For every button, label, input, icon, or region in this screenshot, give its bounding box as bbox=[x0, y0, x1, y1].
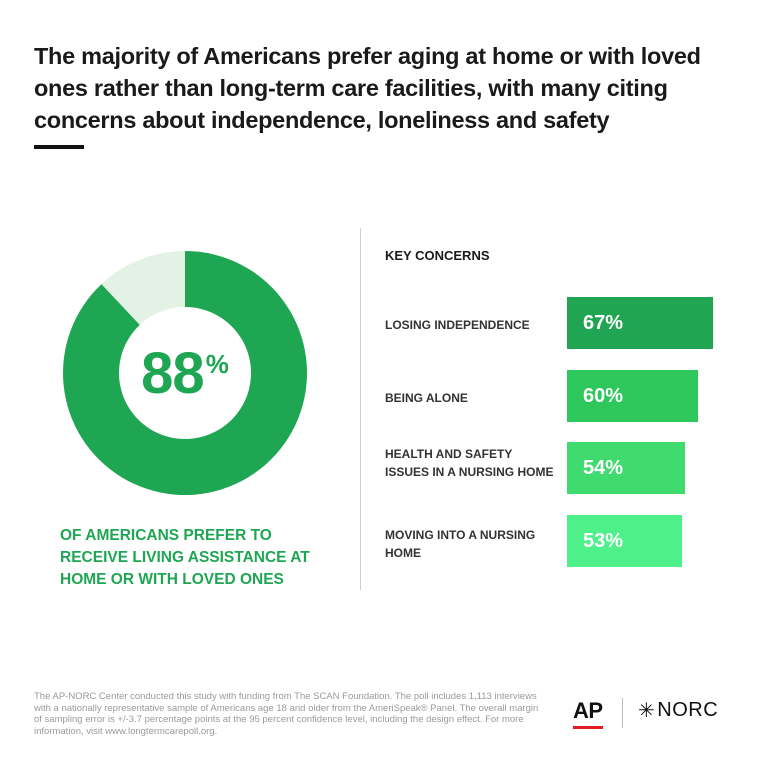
norc-star-icon: ✳ bbox=[638, 700, 656, 722]
bar-label-health-safety: HEALTH AND SAFETY ISSUES IN A NURSING HO… bbox=[385, 447, 554, 479]
bar-label-being-alone: BEING ALONE bbox=[385, 391, 468, 405]
ap-logo: AP bbox=[573, 698, 603, 723]
donut-center-value: 88% bbox=[60, 248, 310, 498]
bar-health-safety: 54% bbox=[567, 442, 685, 494]
donut-chart: 88% bbox=[60, 248, 310, 498]
bar-value: 60% bbox=[583, 384, 624, 407]
bar-being-alone: 60% bbox=[567, 370, 698, 422]
donut-svg bbox=[62, 251, 307, 495]
donut-slice-remainder bbox=[101, 251, 185, 325]
bar-losing-independence: 67% bbox=[567, 297, 713, 349]
bar-label-moving-nursing-home: MOVING INTO A NURSING HOME bbox=[385, 528, 536, 560]
chart-title: The majority of Americans prefer aging a… bbox=[34, 43, 701, 133]
title-underline bbox=[34, 145, 84, 149]
bar-label-losing-independence: LOSING INDEPENDENCE bbox=[385, 318, 530, 332]
donut-slice-prefer-home bbox=[62, 251, 307, 495]
bar-value: 54% bbox=[583, 456, 624, 479]
section-divider bbox=[360, 228, 361, 590]
ap-logo-underline bbox=[573, 726, 603, 729]
bar-value: 67% bbox=[583, 311, 624, 334]
bar-chart-title: KEY CONCERNS bbox=[385, 248, 490, 263]
logo-separator bbox=[622, 698, 623, 728]
donut-center-number: 88 bbox=[141, 340, 205, 406]
bar-value: 53% bbox=[583, 529, 624, 552]
norc-logo: ✳ NORC bbox=[638, 698, 718, 723]
bar-moving-nursing-home: 53% bbox=[567, 515, 683, 567]
donut-center-unit: % bbox=[205, 348, 229, 379]
norc-logo-text: NORC bbox=[657, 699, 719, 721]
donut-caption: OF AMERICANS PREFER TO RECEIVE LIVING AS… bbox=[60, 527, 310, 588]
footnote: The AP-NORC Center conducted this study … bbox=[34, 691, 539, 737]
